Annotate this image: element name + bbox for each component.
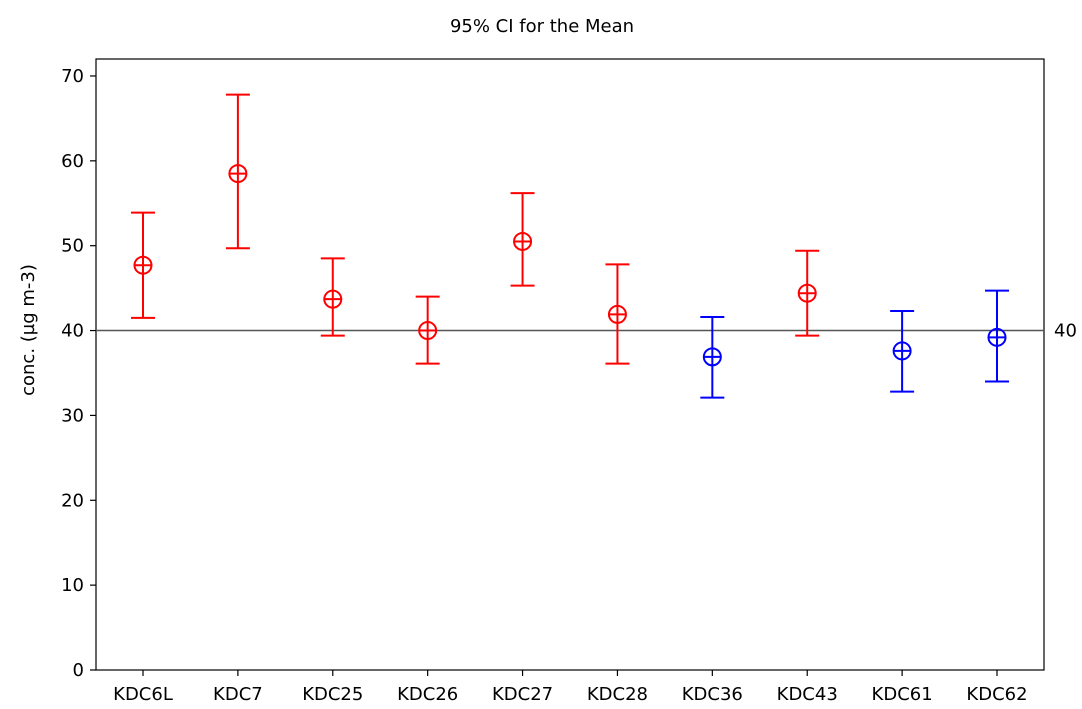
y-tick-label: 60 [61, 151, 84, 172]
ci-mark-kdc26 [415, 295, 440, 365]
x-tick-label: KDC36 [682, 684, 743, 705]
y-axis-label: conc. (µg m-3) [18, 264, 39, 396]
reference-line-label: 40 [1054, 321, 1077, 342]
x-tick-label: KDC27 [492, 684, 553, 705]
x-tick-label: KDC26 [397, 684, 458, 705]
ci-mark-kdc25 [320, 257, 345, 337]
x-tick-label: KDC6L [113, 684, 173, 705]
plot-area: 0 10 20 30 40 50 60 70 KDC6L KDC7 KDC25 KDC26 KDC27 K… [61, 58, 1077, 705]
y-tick-label: 30 [61, 405, 84, 426]
chart-title: 95% CI for the Mean [450, 16, 634, 37]
y-tick-label: 0 [73, 660, 84, 681]
ci-mark-kdc28 [605, 263, 630, 365]
ci-mark-kdc7 [225, 93, 250, 250]
x-tick-label: KDC62 [966, 684, 1027, 705]
plot-frame [95, 58, 1045, 671]
x-tick-label: KDC25 [302, 684, 363, 705]
y-tick-label: 10 [61, 575, 84, 596]
y-tick-label: 40 [61, 321, 84, 342]
x-tick-label: KDC28 [587, 684, 648, 705]
ci-mark-kdc62 [985, 289, 1009, 383]
ci-mark-kdc43 [795, 249, 820, 337]
ci-mark-kdc61 [890, 310, 915, 393]
y-tick-label: 20 [61, 490, 84, 511]
y-tick-label: 70 [61, 66, 84, 87]
x-tick-label: KDC61 [872, 684, 933, 705]
ci-mark-kdc6l [131, 211, 155, 319]
x-tick-label: KDC43 [777, 684, 838, 705]
ci-mark-kdc36 [700, 315, 725, 399]
y-tick-label: 50 [61, 236, 84, 257]
ci-mark-kdc27 [510, 192, 535, 287]
x-tick-label: KDC7 [213, 684, 263, 705]
